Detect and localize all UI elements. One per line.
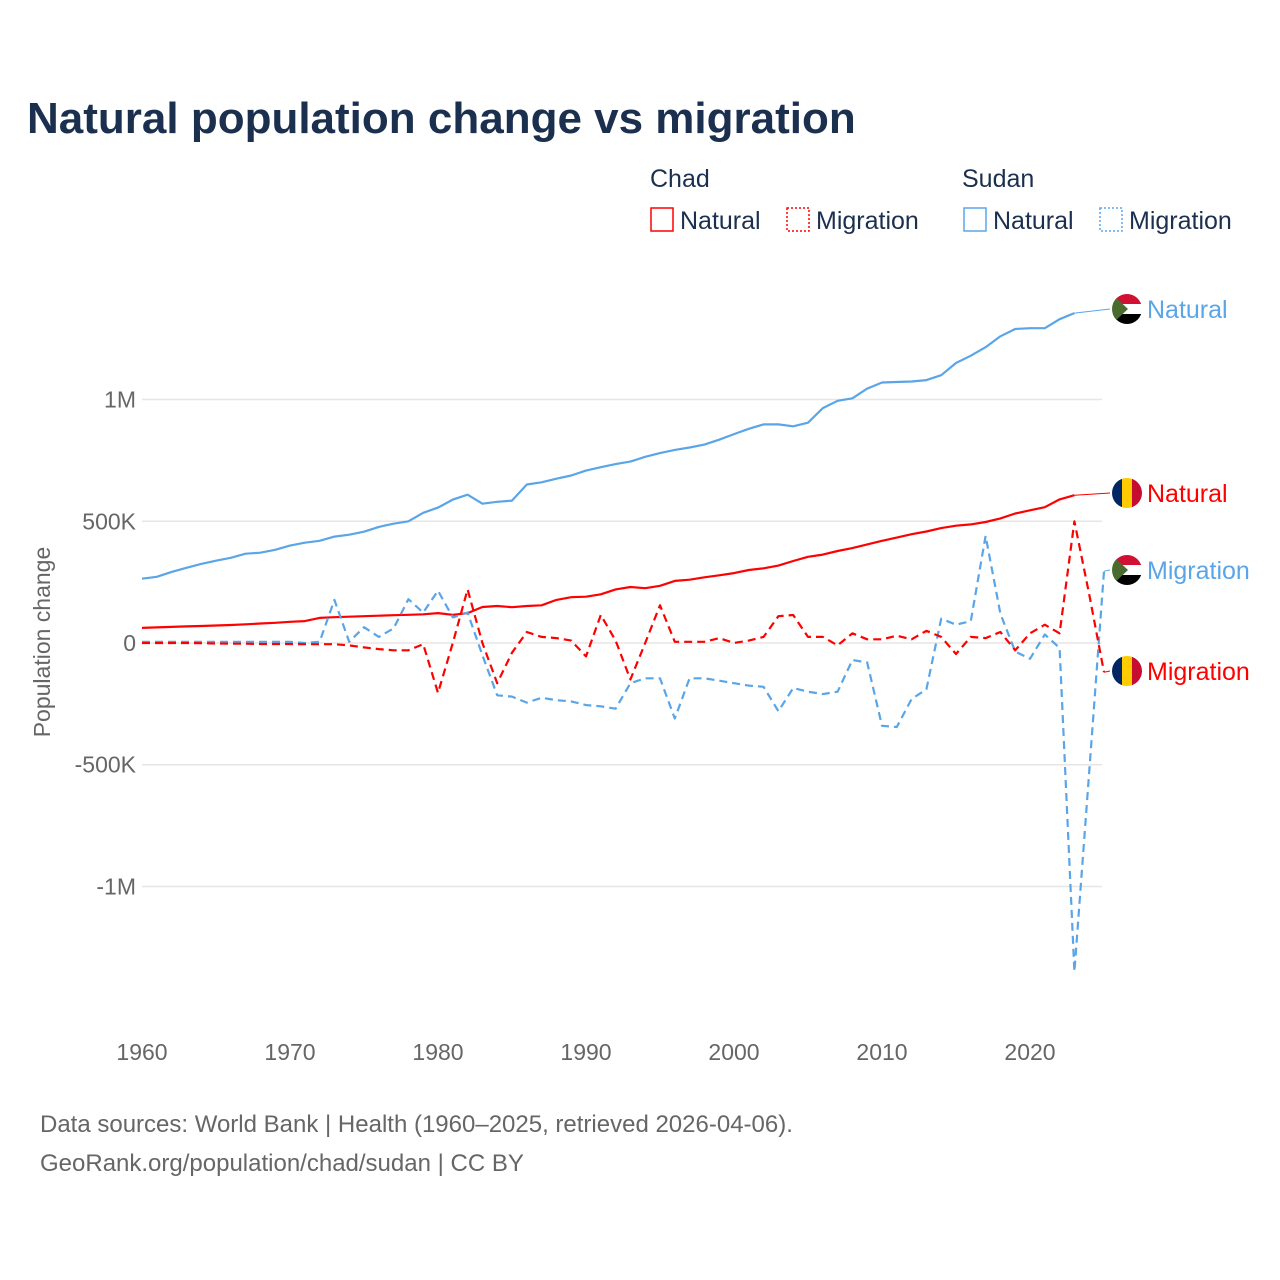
legend-label-chad-migration[interactable]: Migration: [816, 207, 919, 235]
legend-label-sudan-migration[interactable]: Migration: [1129, 207, 1232, 235]
x-axis: 1960 1970 1980 1990 2000 2010 2020: [116, 1039, 1055, 1065]
x-tick-label: 1980: [412, 1039, 463, 1065]
series-line-chad-natural[interactable]: [141, 494, 1075, 629]
label-connector: [1074, 492, 1111, 496]
y-tick-label: 500K: [82, 508, 136, 534]
end-labels: Natural Natural Migration Migration: [1112, 294, 1250, 686]
legend-group-title-sudan: Sudan: [962, 165, 1034, 193]
chad-flag-icon: [1112, 656, 1142, 686]
x-tick-label: 2020: [1004, 1039, 1055, 1065]
y-tick-label: 0: [123, 630, 136, 656]
legend-swatch-sudan-migration: [1099, 207, 1123, 232]
x-tick-label: 1990: [560, 1039, 611, 1065]
legend-swatch-sudan-natural: [963, 207, 987, 232]
x-tick-label: 1970: [264, 1039, 315, 1065]
footer-credit[interactable]: GeoRank.org/population/chad/sudan | CC B…: [40, 1150, 524, 1177]
sudan-flag-icon: [1112, 294, 1142, 324]
end-label-sudan-migration: Migration: [1147, 557, 1250, 585]
label-connector: [1103, 569, 1111, 572]
series-line-sudan-natural[interactable]: [141, 312, 1075, 580]
series-lines: [141, 308, 1111, 973]
x-tick-label: 2010: [856, 1039, 907, 1065]
label-connector: [1074, 308, 1111, 314]
legend-label-sudan-natural[interactable]: Natural: [993, 207, 1074, 235]
legend-swatch-chad-natural: [650, 207, 674, 232]
end-label-chad-migration: Migration: [1147, 658, 1250, 686]
chart-title: Natural population change vs migration: [27, 94, 856, 143]
x-tick-label: 2000: [708, 1039, 759, 1065]
y-tick-label: 1M: [104, 387, 136, 413]
y-tick-label: -500K: [75, 752, 137, 778]
series-line-sudan-migration[interactable]: [142, 534, 1106, 973]
legend: Chad Natural Migration Sudan Natural Mig…: [650, 165, 1232, 235]
legend-swatch-chad-migration: [786, 207, 810, 232]
label-connector: [1103, 670, 1111, 673]
end-label-sudan-natural: Natural: [1147, 296, 1228, 324]
y-axis-label: Population change: [29, 547, 55, 738]
end-label-chad-natural: Natural: [1147, 480, 1228, 508]
series-line-chad-migration[interactable]: [142, 520, 1106, 694]
legend-group-title-chad: Chad: [650, 165, 710, 193]
x-tick-label: 1960: [116, 1039, 167, 1065]
sudan-flag-icon: [1112, 555, 1142, 585]
chad-flag-icon: [1112, 478, 1142, 508]
y-axis: 1M 500K 0 -500K -1M: [75, 387, 137, 900]
y-tick-label: -1M: [96, 873, 136, 899]
footer-sources: Data sources: World Bank | Health (1960–…: [40, 1111, 793, 1138]
legend-label-chad-natural[interactable]: Natural: [680, 207, 761, 235]
